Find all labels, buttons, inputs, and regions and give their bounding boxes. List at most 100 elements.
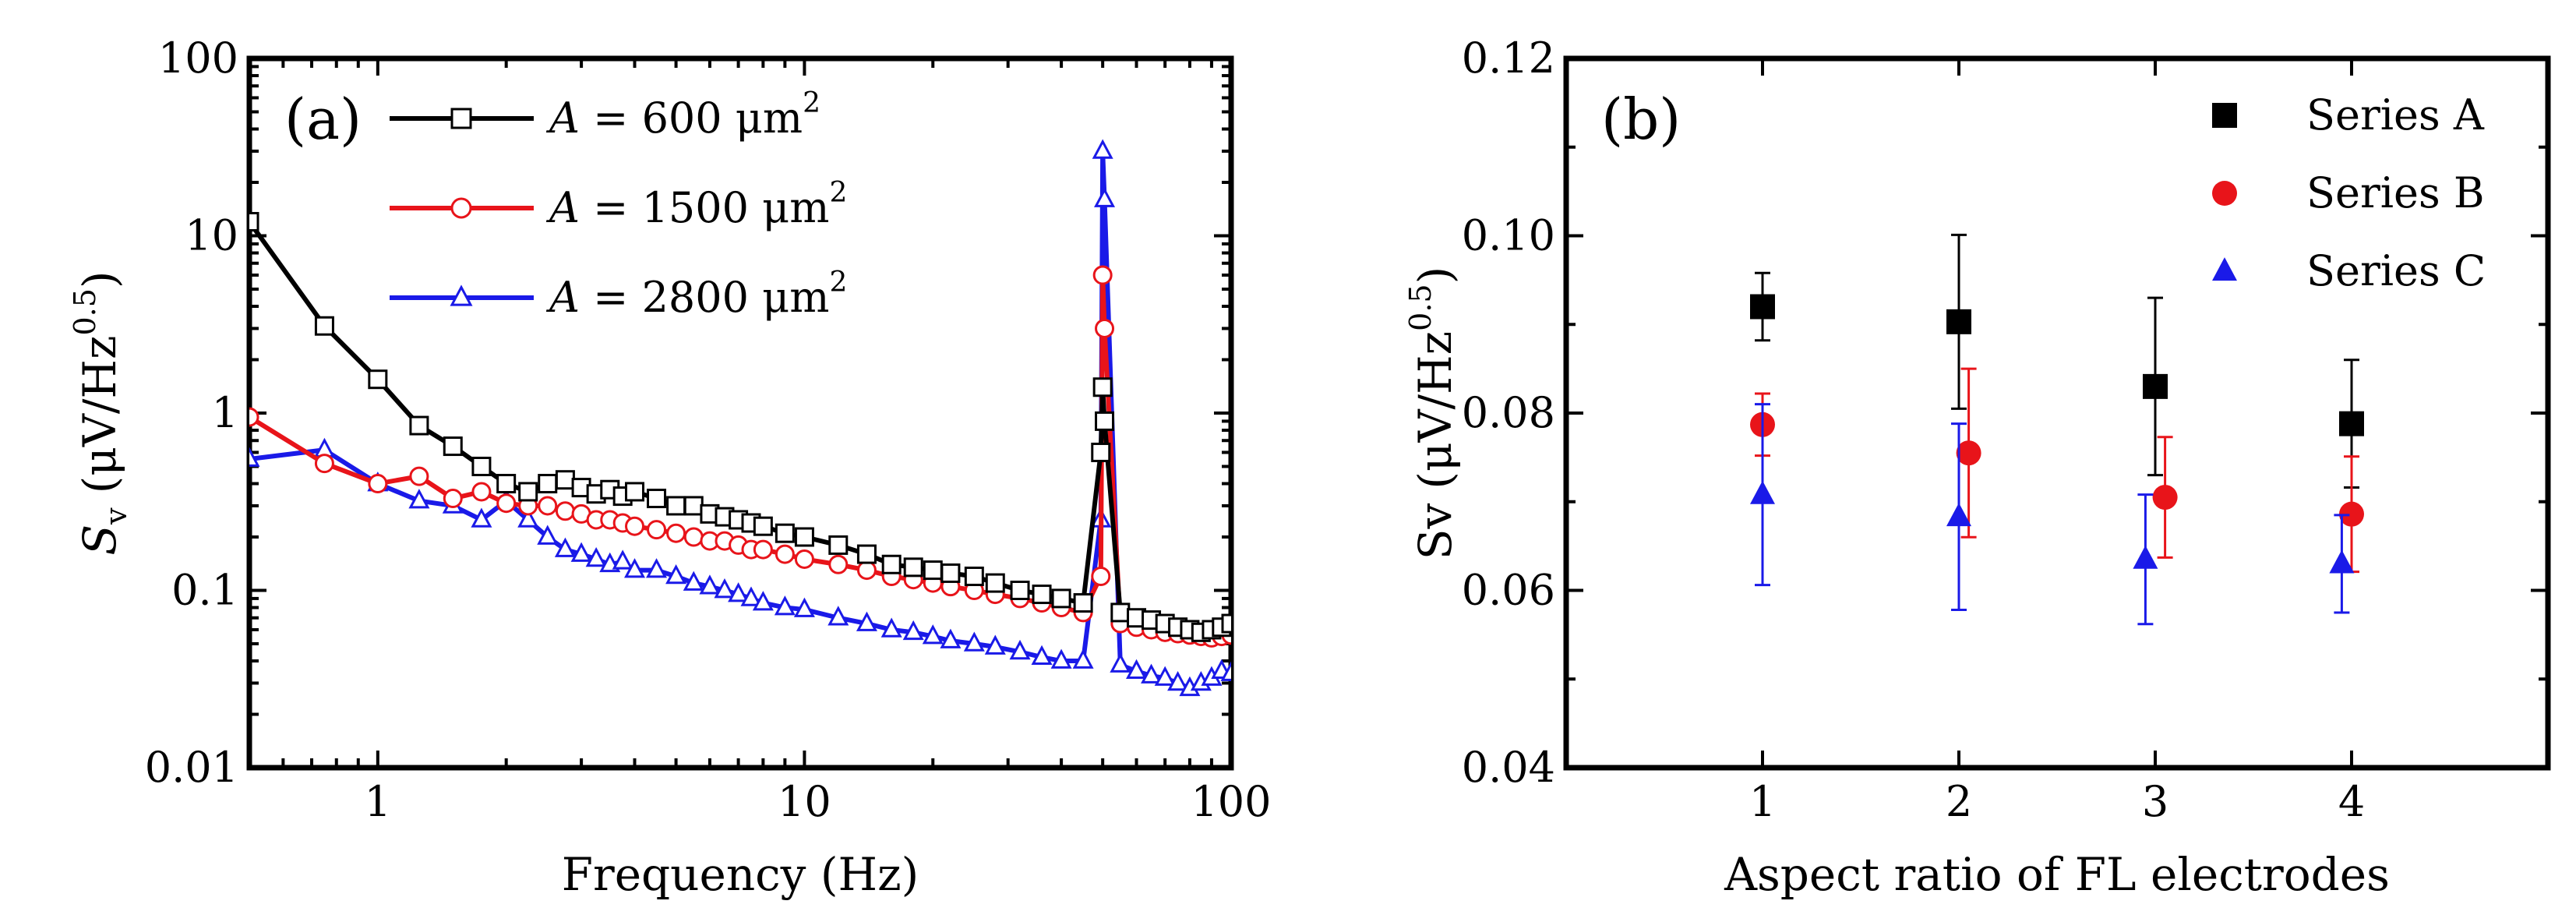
data-point <box>249 447 260 467</box>
data-point <box>683 527 704 547</box>
data-point <box>1110 602 1131 623</box>
data-point <box>408 489 430 509</box>
series-b-2 <box>1750 403 2355 626</box>
ylabel-a-close: ) <box>73 270 126 288</box>
data-point <box>570 542 592 562</box>
data-point <box>923 560 943 581</box>
y-tick-label-a: 1 <box>212 388 238 437</box>
data-point <box>1010 581 1030 600</box>
data-point <box>496 474 517 494</box>
data-point <box>1092 377 1113 397</box>
data-point <box>964 566 984 586</box>
y-tick-label-a: 0.01 <box>145 743 238 792</box>
data-point <box>2133 545 2158 569</box>
data-point <box>1092 139 1113 159</box>
data-point <box>625 516 645 536</box>
svg-text:Sv(μV/Hz0.5): Sv (μV/Hz0.5) <box>68 270 133 555</box>
series-b-0 <box>1750 233 2364 489</box>
legend-marker <box>2212 257 2237 281</box>
panel-a: 1 10 100 0.01 0.1 1 10 100 A = 600 μm2 A = 1500 … <box>68 34 1272 901</box>
data-point <box>1956 440 1981 466</box>
panel-b: 1 2 3 40.040.060.080.100.12 Series ASeries … <box>1403 34 2551 901</box>
data-point <box>1073 593 1093 613</box>
x-tick-label-b: 2 <box>1946 777 1972 826</box>
legend-label: Series C <box>2306 246 2486 295</box>
x-tick-label-a: 1 <box>365 777 391 826</box>
panel-a-legend: A = 600 μm2 A = 1500 μm2 A = 2800 μm2 <box>390 87 847 322</box>
data-point <box>496 493 517 514</box>
data-point <box>1051 588 1071 609</box>
data-point <box>555 470 575 490</box>
svg-text:Sv(μV/Hz0.5): Sv (μV/Hz0.5) <box>1403 267 1462 560</box>
panel-a-series <box>249 139 1231 697</box>
data-point <box>409 415 429 436</box>
data-point <box>1167 670 1189 691</box>
x-tick-label-a: 10 <box>778 777 831 826</box>
data-point <box>728 582 750 602</box>
data-point <box>856 544 877 564</box>
data-point <box>1750 294 1775 320</box>
data-point <box>314 316 334 336</box>
data-point <box>554 537 576 557</box>
legend-label: Series B <box>2306 168 2485 217</box>
data-point <box>1094 187 1116 207</box>
data-point <box>443 436 463 457</box>
data-point <box>2329 549 2355 574</box>
x-tick-label-a: 100 <box>1191 777 1271 826</box>
data-point <box>699 574 721 595</box>
data-point <box>665 564 687 585</box>
panel-b-label: (b) <box>1601 87 1681 152</box>
data-point <box>940 563 961 583</box>
data-point <box>612 549 633 570</box>
panel-b-ylabel: Sv (μV/Hz0.5) <box>1403 267 1462 560</box>
data-point <box>624 558 646 578</box>
y-tick-label-b: 0.06 <box>1462 566 1555 615</box>
data-point <box>1095 318 1115 338</box>
series-b-1 <box>1750 367 2364 574</box>
data-point <box>625 482 645 502</box>
data-point <box>1220 661 1231 681</box>
series-a-2 <box>249 139 1231 697</box>
data-point <box>666 496 686 516</box>
data-point <box>471 456 492 476</box>
y-tick-label-a: 10 <box>185 211 238 260</box>
data-point <box>828 535 849 555</box>
legend-label: Series A <box>2306 90 2485 140</box>
data-point <box>1221 613 1231 634</box>
data-point <box>249 407 259 427</box>
data-point <box>922 624 944 645</box>
data-point <box>1092 265 1113 285</box>
ylabel-b-unit: (μV/Hz <box>1409 331 1462 489</box>
data-point <box>249 211 259 231</box>
data-point <box>646 558 668 578</box>
data-point <box>2339 501 2364 527</box>
data-point <box>902 620 924 641</box>
legend-marker <box>450 108 472 129</box>
data-point <box>794 549 814 569</box>
y-tick-label-b: 0.12 <box>1462 34 1555 83</box>
x-tick-label-b: 3 <box>2142 777 2168 826</box>
data-point <box>1091 566 1111 586</box>
data-point <box>940 628 962 648</box>
panel-a-ylabel: Sv (μV/Hz0.5) <box>68 270 133 555</box>
data-point <box>1072 648 1094 669</box>
x-tick-label-b: 4 <box>2338 777 2365 826</box>
data-point <box>1050 648 1072 669</box>
data-point <box>1946 309 1971 334</box>
data-point <box>683 571 704 591</box>
data-point <box>984 634 1006 655</box>
data-point <box>740 586 762 606</box>
data-point <box>2152 485 2178 510</box>
data-point <box>880 617 902 638</box>
data-point <box>585 546 607 567</box>
data-point <box>753 516 773 536</box>
data-point <box>1009 639 1031 660</box>
series-a-0 <box>249 211 1231 642</box>
panel-b-xlabel: Aspect ratio of FL electrodes <box>1724 848 2390 901</box>
panel-b-frame <box>1563 55 2551 771</box>
data-point <box>555 501 575 521</box>
data-point <box>683 496 704 516</box>
panel-a-label: (a) <box>284 87 362 152</box>
ylabel-b-sup: 0.5 <box>1403 284 1438 330</box>
